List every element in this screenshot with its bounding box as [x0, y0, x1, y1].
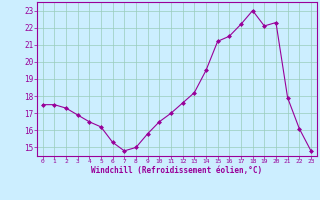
X-axis label: Windchill (Refroidissement éolien,°C): Windchill (Refroidissement éolien,°C) [91, 166, 262, 175]
